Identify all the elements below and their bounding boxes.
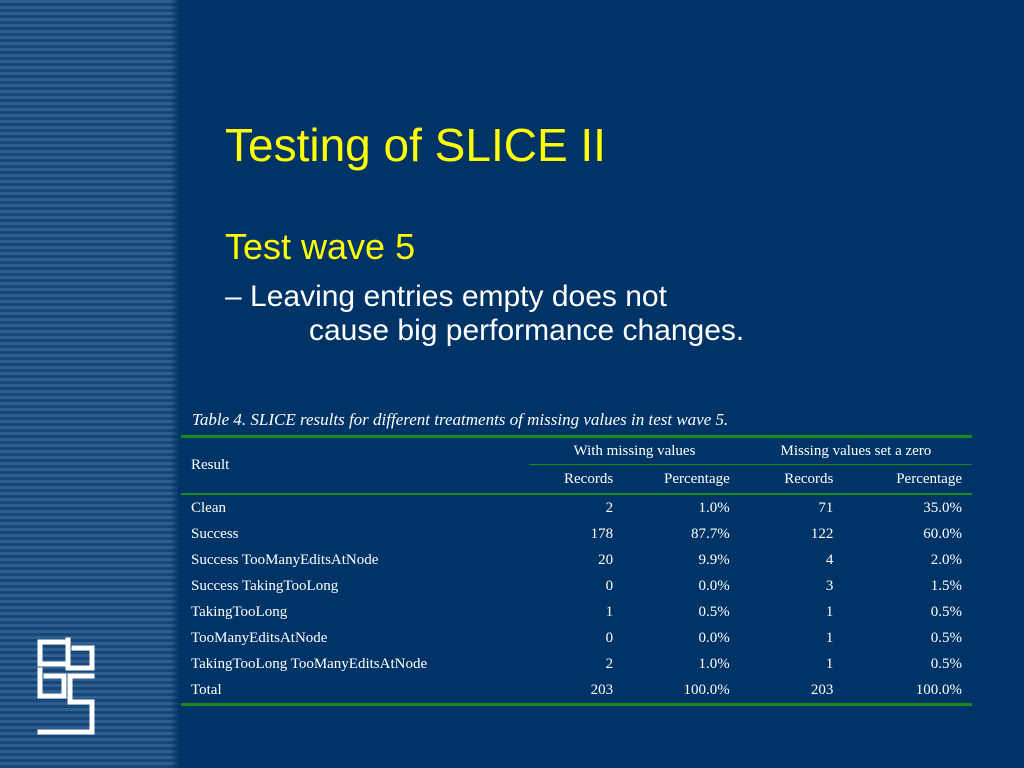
result-cell: TooManyEditsAtNode — [191, 629, 328, 646]
results-table: Result With missing values Missing value… — [181, 435, 972, 706]
group-header-set-zero: Missing values set a zero — [739, 435, 972, 465]
records-cell: 2 — [605, 655, 614, 672]
table-row: Success 178 87.7% 122 60.0% — [181, 521, 972, 547]
column-header-percentage-1: Percentage — [623, 464, 740, 495]
table-row-total: Total 203 100.0% 203 100.0% — [181, 677, 972, 706]
percentage-cell: 0.5% — [930, 629, 962, 646]
column-header-percentage-2: Percentage — [843, 464, 972, 495]
percentage-cell: 0.5% — [930, 655, 962, 672]
cbs-logo-icon — [37, 637, 95, 735]
records-cell: 0 — [605, 629, 614, 646]
percentage-cell: 0.0% — [698, 629, 730, 646]
table-caption: Table 4. SLICE results for different tre… — [192, 410, 729, 429]
column-header-records-1: Records — [529, 464, 624, 495]
left-stripe-bar — [0, 0, 180, 768]
subheading: Test wave 5 — [225, 226, 416, 267]
percentage-cell: 1.0% — [698, 655, 730, 672]
records-cell: 203 — [529, 677, 624, 706]
result-cell: Total — [181, 677, 530, 706]
percentage-cell: 0.5% — [930, 603, 962, 620]
records-cell: 3 — [825, 577, 834, 594]
records-cell: 1 — [825, 655, 834, 672]
table-row: TooManyEditsAtNode 0 0.0% 1 0.5% — [181, 625, 972, 651]
percentage-cell: 100.0% — [623, 677, 740, 706]
table-row: Clean 2 1.0% 71 35.0% — [181, 494, 972, 521]
records-cell: 0 — [605, 577, 614, 594]
slide-title: Testing of SLICE II — [225, 119, 606, 171]
table-row: Success TakingTooLong 0 0.0% 3 1.5% — [181, 573, 972, 599]
percentage-cell: 100.0% — [843, 677, 972, 706]
result-cell: TakingTooLong — [191, 603, 288, 620]
percentage-cell: 0.0% — [698, 577, 730, 594]
records-cell: 1 — [825, 603, 834, 620]
percentage-cell: 35.0% — [923, 499, 962, 516]
result-cell: Clean — [191, 499, 226, 516]
records-cell: 1 — [825, 629, 834, 646]
result-column-header: Result — [181, 435, 530, 495]
percentage-cell: 9.9% — [698, 551, 730, 568]
result-cell: Success TooManyEditsAtNode — [191, 551, 379, 568]
records-cell: 1 — [605, 603, 614, 620]
records-cell: 71 — [818, 499, 834, 516]
records-cell: 4 — [825, 551, 834, 568]
percentage-cell: 1.0% — [698, 499, 730, 516]
percentage-cell: 2.0% — [930, 551, 962, 568]
bullet-text: – Leaving entries empty does not cause b… — [225, 280, 925, 348]
records-cell: 2 — [605, 499, 614, 516]
percentage-cell: 1.5% — [930, 577, 962, 594]
percentage-cell: 87.7% — [691, 525, 730, 542]
group-header-with-missing: With missing values — [529, 435, 740, 465]
records-cell: 20 — [598, 551, 614, 568]
column-header-records-2: Records — [739, 464, 844, 495]
records-cell: 178 — [590, 525, 614, 542]
records-cell: 122 — [810, 525, 834, 542]
bullet-line-1: – Leaving entries empty does not — [225, 280, 667, 313]
table-row: TakingTooLong TooManyEditsAtNode 2 1.0% … — [181, 651, 972, 677]
percentage-cell: 0.5% — [698, 603, 730, 620]
result-cell: TakingTooLong TooManyEditsAtNode — [191, 655, 428, 672]
records-cell: 203 — [739, 677, 844, 706]
result-cell: Success TakingTooLong — [191, 577, 339, 594]
table-row: TakingTooLong 1 0.5% 1 0.5% — [181, 599, 972, 625]
percentage-cell: 60.0% — [923, 525, 962, 542]
result-cell: Success — [191, 525, 239, 542]
bullet-line-2: cause big performance changes. — [309, 314, 745, 347]
table-row: Success TooManyEditsAtNode 20 9.9% 4 2.0… — [181, 547, 972, 573]
